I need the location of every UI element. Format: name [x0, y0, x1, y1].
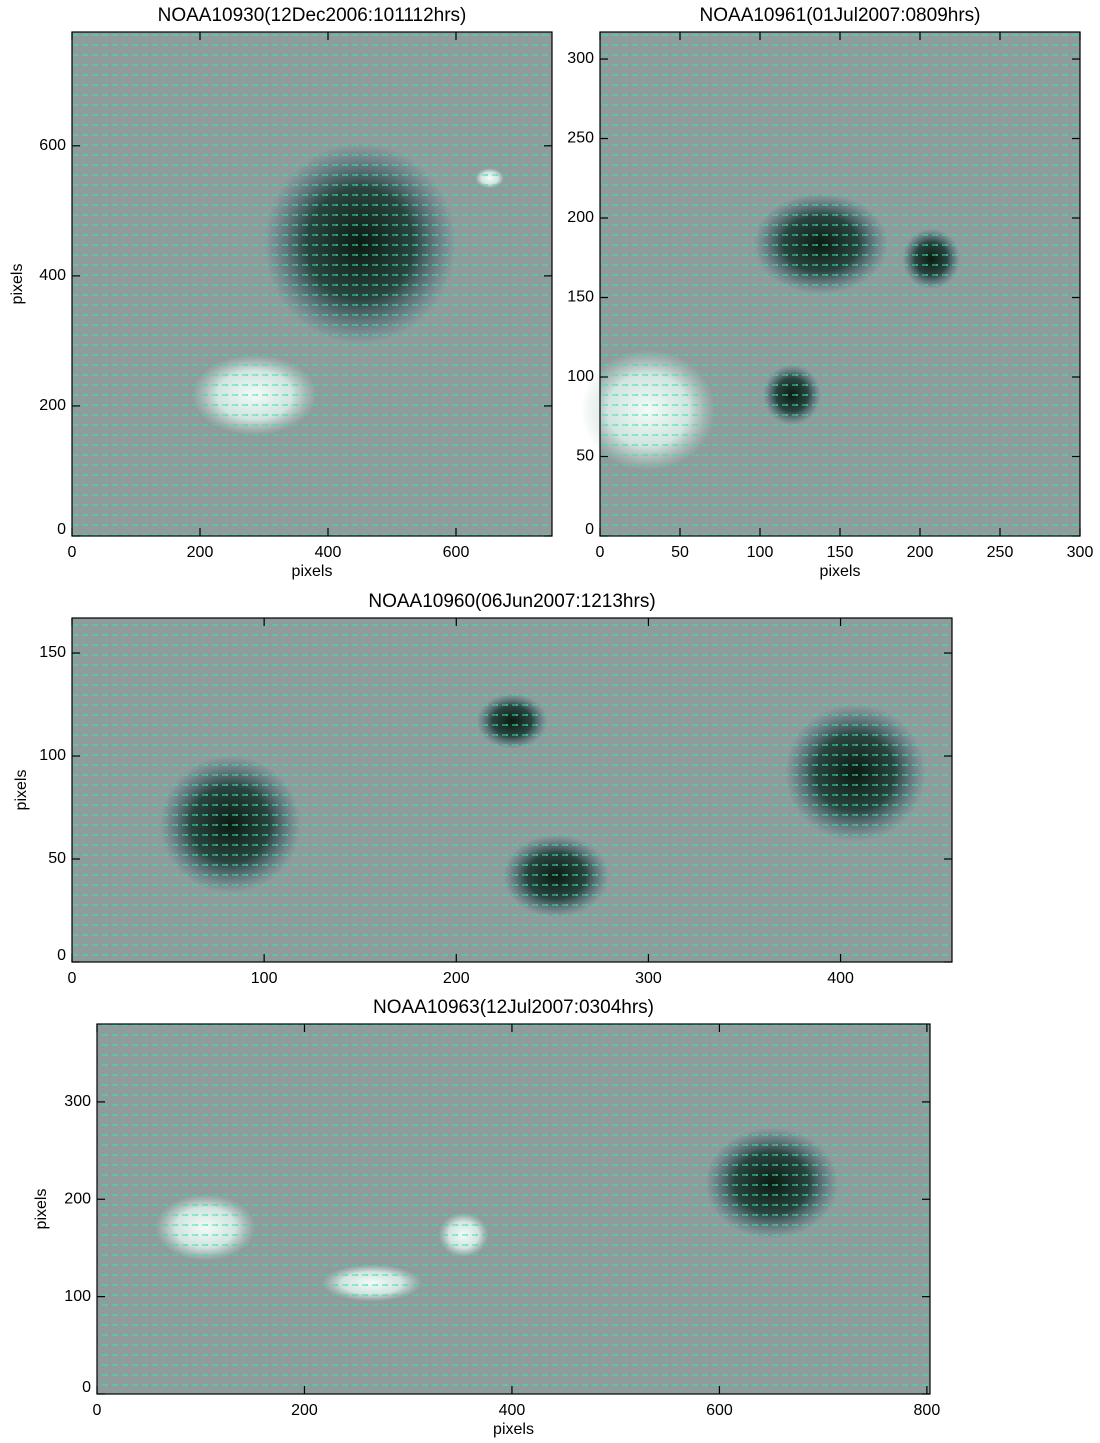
y-axis-label: pixels	[33, 1189, 50, 1230]
x-tick-label: 400	[315, 544, 342, 561]
y-axis-label: pixels	[9, 264, 26, 305]
x-tick-label: 0	[68, 970, 77, 987]
panel-title: NOAA10930(12Dec2006:101112hrs)	[158, 5, 467, 26]
vector-field	[97, 1024, 930, 1394]
y-tick-label: 300	[567, 50, 594, 67]
x-tick-label: 200	[443, 970, 470, 987]
x-tick-label: 200	[907, 544, 934, 561]
x-tick-label: 300	[635, 970, 662, 987]
panel-title: NOAA10961(01Jul2007:0809hrs)	[700, 5, 981, 26]
x-tick-label: 200	[187, 544, 214, 561]
x-tick-label: 150	[827, 544, 854, 561]
y-tick-label: 100	[64, 1288, 91, 1305]
x-tick-label: 300	[1067, 544, 1094, 561]
x-tick-label: 600	[706, 1402, 733, 1419]
y-tick-label: 0	[585, 521, 594, 538]
y-tick-label: 50	[48, 850, 66, 867]
x-tick-label: 400	[499, 1402, 526, 1419]
y-tick-label: 150	[39, 644, 66, 661]
x-tick-label: 0	[93, 1402, 102, 1419]
y-tick-label: 100	[39, 747, 66, 764]
y-tick-label: 600	[39, 137, 66, 154]
x-tick-label: 400	[827, 970, 854, 987]
x-axis-label: pixels	[820, 563, 861, 580]
panel-title: NOAA10960(06Jun2007:1213hrs)	[368, 591, 655, 612]
y-tick-label: 50	[576, 448, 594, 465]
x-tick-label: 0	[68, 544, 77, 561]
y-tick-label: 200	[567, 209, 594, 226]
y-tick-label: 0	[57, 521, 66, 538]
y-tick-label: 200	[39, 397, 66, 414]
vector-field	[72, 32, 552, 536]
x-tick-label: 600	[443, 544, 470, 561]
x-axis-label: pixels	[493, 1421, 534, 1438]
y-tick-label: 0	[57, 947, 66, 964]
x-axis-label: pixels	[292, 563, 333, 580]
y-tick-label: 250	[567, 130, 594, 147]
x-tick-label: 100	[747, 544, 774, 561]
figure: 0 200 400 600 0 200 400 600 NOAA10930(12Dec2006:…	[0, 0, 1100, 1443]
x-tick-label: 250	[987, 544, 1014, 561]
vector-field	[72, 618, 952, 962]
y-tick-label: 400	[39, 267, 66, 284]
x-tick-label: 0	[596, 544, 605, 561]
x-tick-label: 50	[671, 544, 689, 561]
panel-title: NOAA10963(12Jul2007:0304hrs)	[373, 997, 654, 1018]
x-tick-label: 800	[914, 1402, 941, 1419]
y-tick-label: 150	[567, 289, 594, 306]
y-tick-label: 0	[82, 1379, 91, 1396]
y-tick-label: 100	[567, 368, 594, 385]
vector-field	[600, 32, 1080, 536]
y-axis-label: pixels	[13, 770, 30, 811]
y-tick-label: 300	[64, 1093, 91, 1110]
x-tick-label: 200	[291, 1402, 318, 1419]
x-tick-label: 100	[251, 970, 278, 987]
y-tick-label: 200	[64, 1190, 91, 1207]
